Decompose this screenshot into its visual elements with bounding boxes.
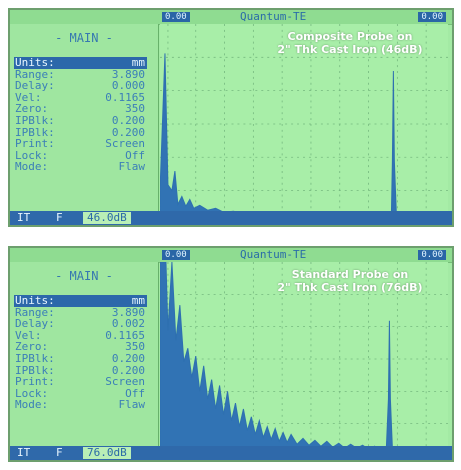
menu-item-zero[interactable]: Zero: 350 <box>15 103 147 115</box>
menu-item-label: Delay: <box>15 79 55 93</box>
probe-label-line2: 2" Thk Cast Iron (46dB) <box>277 43 423 56</box>
device-title: Quantum-TE <box>240 248 307 261</box>
function-indicator: F <box>56 446 63 459</box>
menu-item-units[interactable]: Units: mm <box>14 295 147 307</box>
menu-item-value: 0.1165 <box>105 90 145 104</box>
menu-header: - MAIN - <box>55 31 113 45</box>
menu-item-label: Print: <box>15 137 55 151</box>
menu-item-lock[interactable]: Lock: Off <box>15 388 147 400</box>
waveform-display: Composite Probe on 2" Thk Cast Iron (46d… <box>160 24 448 221</box>
probe-label-line2: 2" Thk Cast Iron (76dB) <box>277 281 423 294</box>
menu-items: Units: mm Range: 3.890 Delay: 0.002 Vel: 0.1… <box>14 295 147 411</box>
menu-item-value: 350 <box>125 340 145 354</box>
menu-item-delay[interactable]: Delay: 0.002 <box>15 318 147 330</box>
menu-header: - MAIN - <box>55 269 113 283</box>
menu-item-value: mm <box>131 56 145 69</box>
menu-item-value: Off <box>125 386 145 400</box>
menu-item-range[interactable]: Range: 3.890 <box>15 305 147 319</box>
menu-item-label: IPBlk: <box>15 363 55 377</box>
screen-panel-bottom: 0.00 Quantum-TE 0.00 - MAIN - Units: mm R… <box>8 246 454 462</box>
menu-item-zero[interactable]: Zero: 350 <box>15 341 147 353</box>
menu-item-value: 350 <box>125 102 145 116</box>
status-footer: IT F 46.0dB <box>10 211 452 225</box>
menu-item-label: IPBlk: <box>15 113 55 127</box>
menu-item-label: IPBlk: <box>15 351 55 365</box>
menu-item-value: Screen <box>105 375 145 389</box>
top-right-readout: 0.00 <box>418 250 446 260</box>
menu-item-label: Print: <box>15 375 55 389</box>
waveform-display: Standard Probe on 2" Thk Cast Iron (76dB… <box>160 262 448 456</box>
main-menu: - MAIN - Units: mm Range: 3.890 Delay: 0.00… <box>10 262 159 446</box>
menu-item-label: Vel: <box>15 328 42 342</box>
status-footer: IT F 76.0dB <box>10 446 452 460</box>
gain-readout: 76.0dB <box>83 447 131 459</box>
menu-item-value: 0.200 <box>111 363 145 377</box>
menu-item-label: Range: <box>15 67 55 81</box>
menu-item-mode[interactable]: Mode: Flaw <box>15 399 147 411</box>
menu-item-value: 3.890 <box>111 305 145 319</box>
menu-items: Units: mm Range: 3.890 Delay: 0.000 Vel: 0.1… <box>14 57 147 173</box>
device-title: Quantum-TE <box>240 10 307 23</box>
menu-item-value: 3.890 <box>111 67 145 81</box>
menu-item-value: Off <box>125 148 145 162</box>
status-strip: 0.00 Quantum-TE 0.00 <box>10 248 452 263</box>
main-menu: - MAIN - Units: mm Range: 3.890 Delay: 0.00… <box>10 24 159 211</box>
menu-item-lock[interactable]: Lock: Off <box>15 150 147 162</box>
menu-item-label: Lock: <box>15 386 49 400</box>
top-right-readout: 0.00 <box>418 12 446 22</box>
menu-item-label: Mode: <box>15 160 49 174</box>
menu-item-label: Mode: <box>15 398 49 412</box>
top-left-readout: 0.00 <box>162 250 190 260</box>
probe-label: Composite Probe on 2" Thk Cast Iron (46d… <box>270 30 430 56</box>
menu-item-print[interactable]: Print: Screen <box>15 138 147 150</box>
menu-item-range[interactable]: Range: 3.890 <box>15 67 147 81</box>
menu-item-value: Flaw <box>118 160 146 174</box>
menu-item-ipblk[interactable]: IPBlk: 0.200 <box>15 115 147 127</box>
menu-item-value: 0.002 <box>111 317 145 331</box>
menu-item-ipblk-2[interactable]: IPBlk: 0.200 <box>15 125 147 139</box>
menu-item-ipblk-2[interactable]: IPBlk: 0.200 <box>15 363 147 377</box>
menu-item-units[interactable]: Units: mm <box>14 57 147 69</box>
mode-indicator: IT <box>17 211 31 224</box>
menu-item-label: Range: <box>15 305 55 319</box>
menu-item-mode[interactable]: Mode: Flaw <box>15 161 147 173</box>
menu-item-label: Zero: <box>15 340 49 354</box>
menu-item-label: IPBlk: <box>15 125 55 139</box>
mode-indicator: IT <box>17 446 31 459</box>
menu-item-value: 0.000 <box>111 79 145 93</box>
menu-item-value: 0.200 <box>111 351 145 365</box>
menu-item-print[interactable]: Print: Screen <box>15 376 147 388</box>
screen-panel-top: 0.00 Quantum-TE 0.00 - MAIN - Units: mm R… <box>8 8 454 227</box>
probe-label: Standard Probe on 2" Thk Cast Iron (76dB… <box>270 268 430 294</box>
menu-item-ipblk[interactable]: IPBlk: 0.200 <box>15 353 147 365</box>
gain-readout: 46.0dB <box>83 212 131 224</box>
top-left-readout: 0.00 <box>162 12 190 22</box>
status-strip: 0.00 Quantum-TE 0.00 <box>10 10 452 25</box>
menu-item-label: Zero: <box>15 102 49 116</box>
function-indicator: F <box>56 211 63 224</box>
menu-item-label: Vel: <box>15 90 42 104</box>
probe-label-line1: Standard Probe on <box>291 268 409 281</box>
menu-item-velocity[interactable]: Vel: 0.1165 <box>15 92 147 104</box>
menu-item-label: Delay: <box>15 317 55 331</box>
menu-item-value: 0.200 <box>111 113 145 127</box>
menu-item-label: Lock: <box>15 148 49 162</box>
menu-item-value: 0.1165 <box>105 328 145 342</box>
menu-item-value: Flaw <box>118 398 146 412</box>
menu-item-velocity[interactable]: Vel: 0.1165 <box>15 330 147 342</box>
menu-item-value: 0.200 <box>111 125 145 139</box>
menu-item-label: Units: <box>15 56 55 69</box>
menu-item-label: Units: <box>15 294 55 307</box>
probe-label-line1: Composite Probe on <box>287 30 413 43</box>
menu-item-delay[interactable]: Delay: 0.000 <box>15 80 147 92</box>
menu-item-value: Screen <box>105 137 145 151</box>
menu-item-value: mm <box>131 294 145 307</box>
